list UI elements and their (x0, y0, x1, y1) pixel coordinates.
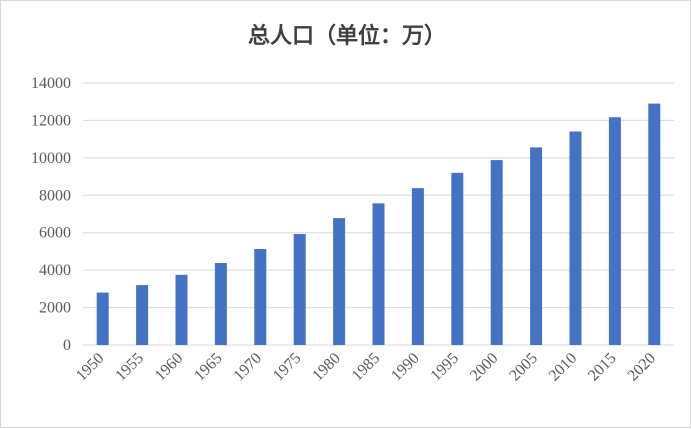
x-tick-label: 2005 (506, 350, 541, 385)
bar-1965 (214, 263, 227, 345)
bar-2005 (530, 147, 543, 345)
x-tick-label: 1975 (270, 350, 305, 385)
x-tick-label: 1995 (427, 350, 462, 385)
bar-1985 (372, 203, 385, 345)
y-tick-label: 2000 (39, 300, 71, 317)
x-tick-label: 1985 (349, 350, 384, 385)
x-tick-label: 1990 (388, 350, 423, 385)
y-tick-label: 12000 (31, 112, 71, 129)
bar-2020 (648, 103, 661, 345)
bar-1960 (175, 274, 188, 345)
x-tick-label: 1980 (309, 350, 344, 385)
chart-title: 总人口（单位：万） (248, 23, 446, 49)
x-axis-ticks: 1950 1955 1960 1965 1970 1975 1980 1985 1990 1995… (73, 350, 659, 385)
y-tick-label: 4000 (39, 262, 71, 279)
x-tick-label: 2020 (624, 350, 659, 385)
y-tick-label: 6000 (39, 225, 71, 242)
x-tick-label: 1970 (230, 350, 265, 385)
x-tick-label: 1955 (112, 350, 147, 385)
bars (96, 103, 661, 345)
bar-1990 (411, 188, 424, 345)
x-tick-label: 1950 (73, 350, 108, 385)
y-tick-label: 8000 (39, 187, 71, 204)
bar-2010 (569, 131, 582, 345)
bar-1975 (293, 234, 306, 345)
bar-1995 (451, 172, 464, 345)
bar-1950 (96, 292, 109, 345)
bar-1955 (136, 285, 149, 345)
bar-1980 (333, 218, 346, 345)
x-tick-label: 2015 (585, 350, 620, 385)
bar-2000 (490, 160, 503, 345)
y-axis-ticks: 0 2000 4000 6000 8000 10000 12000 14000 (31, 75, 71, 354)
y-tick-label: 0 (63, 337, 71, 354)
y-tick-label: 10000 (31, 150, 71, 167)
y-tick-label: 14000 (31, 75, 71, 92)
x-tick-label: 1960 (152, 350, 187, 385)
bar-2015 (608, 117, 621, 345)
x-tick-label: 2010 (546, 350, 581, 385)
x-tick-label: 1965 (191, 350, 226, 385)
x-tick-label: 2000 (467, 350, 502, 385)
bar-1970 (254, 248, 267, 345)
